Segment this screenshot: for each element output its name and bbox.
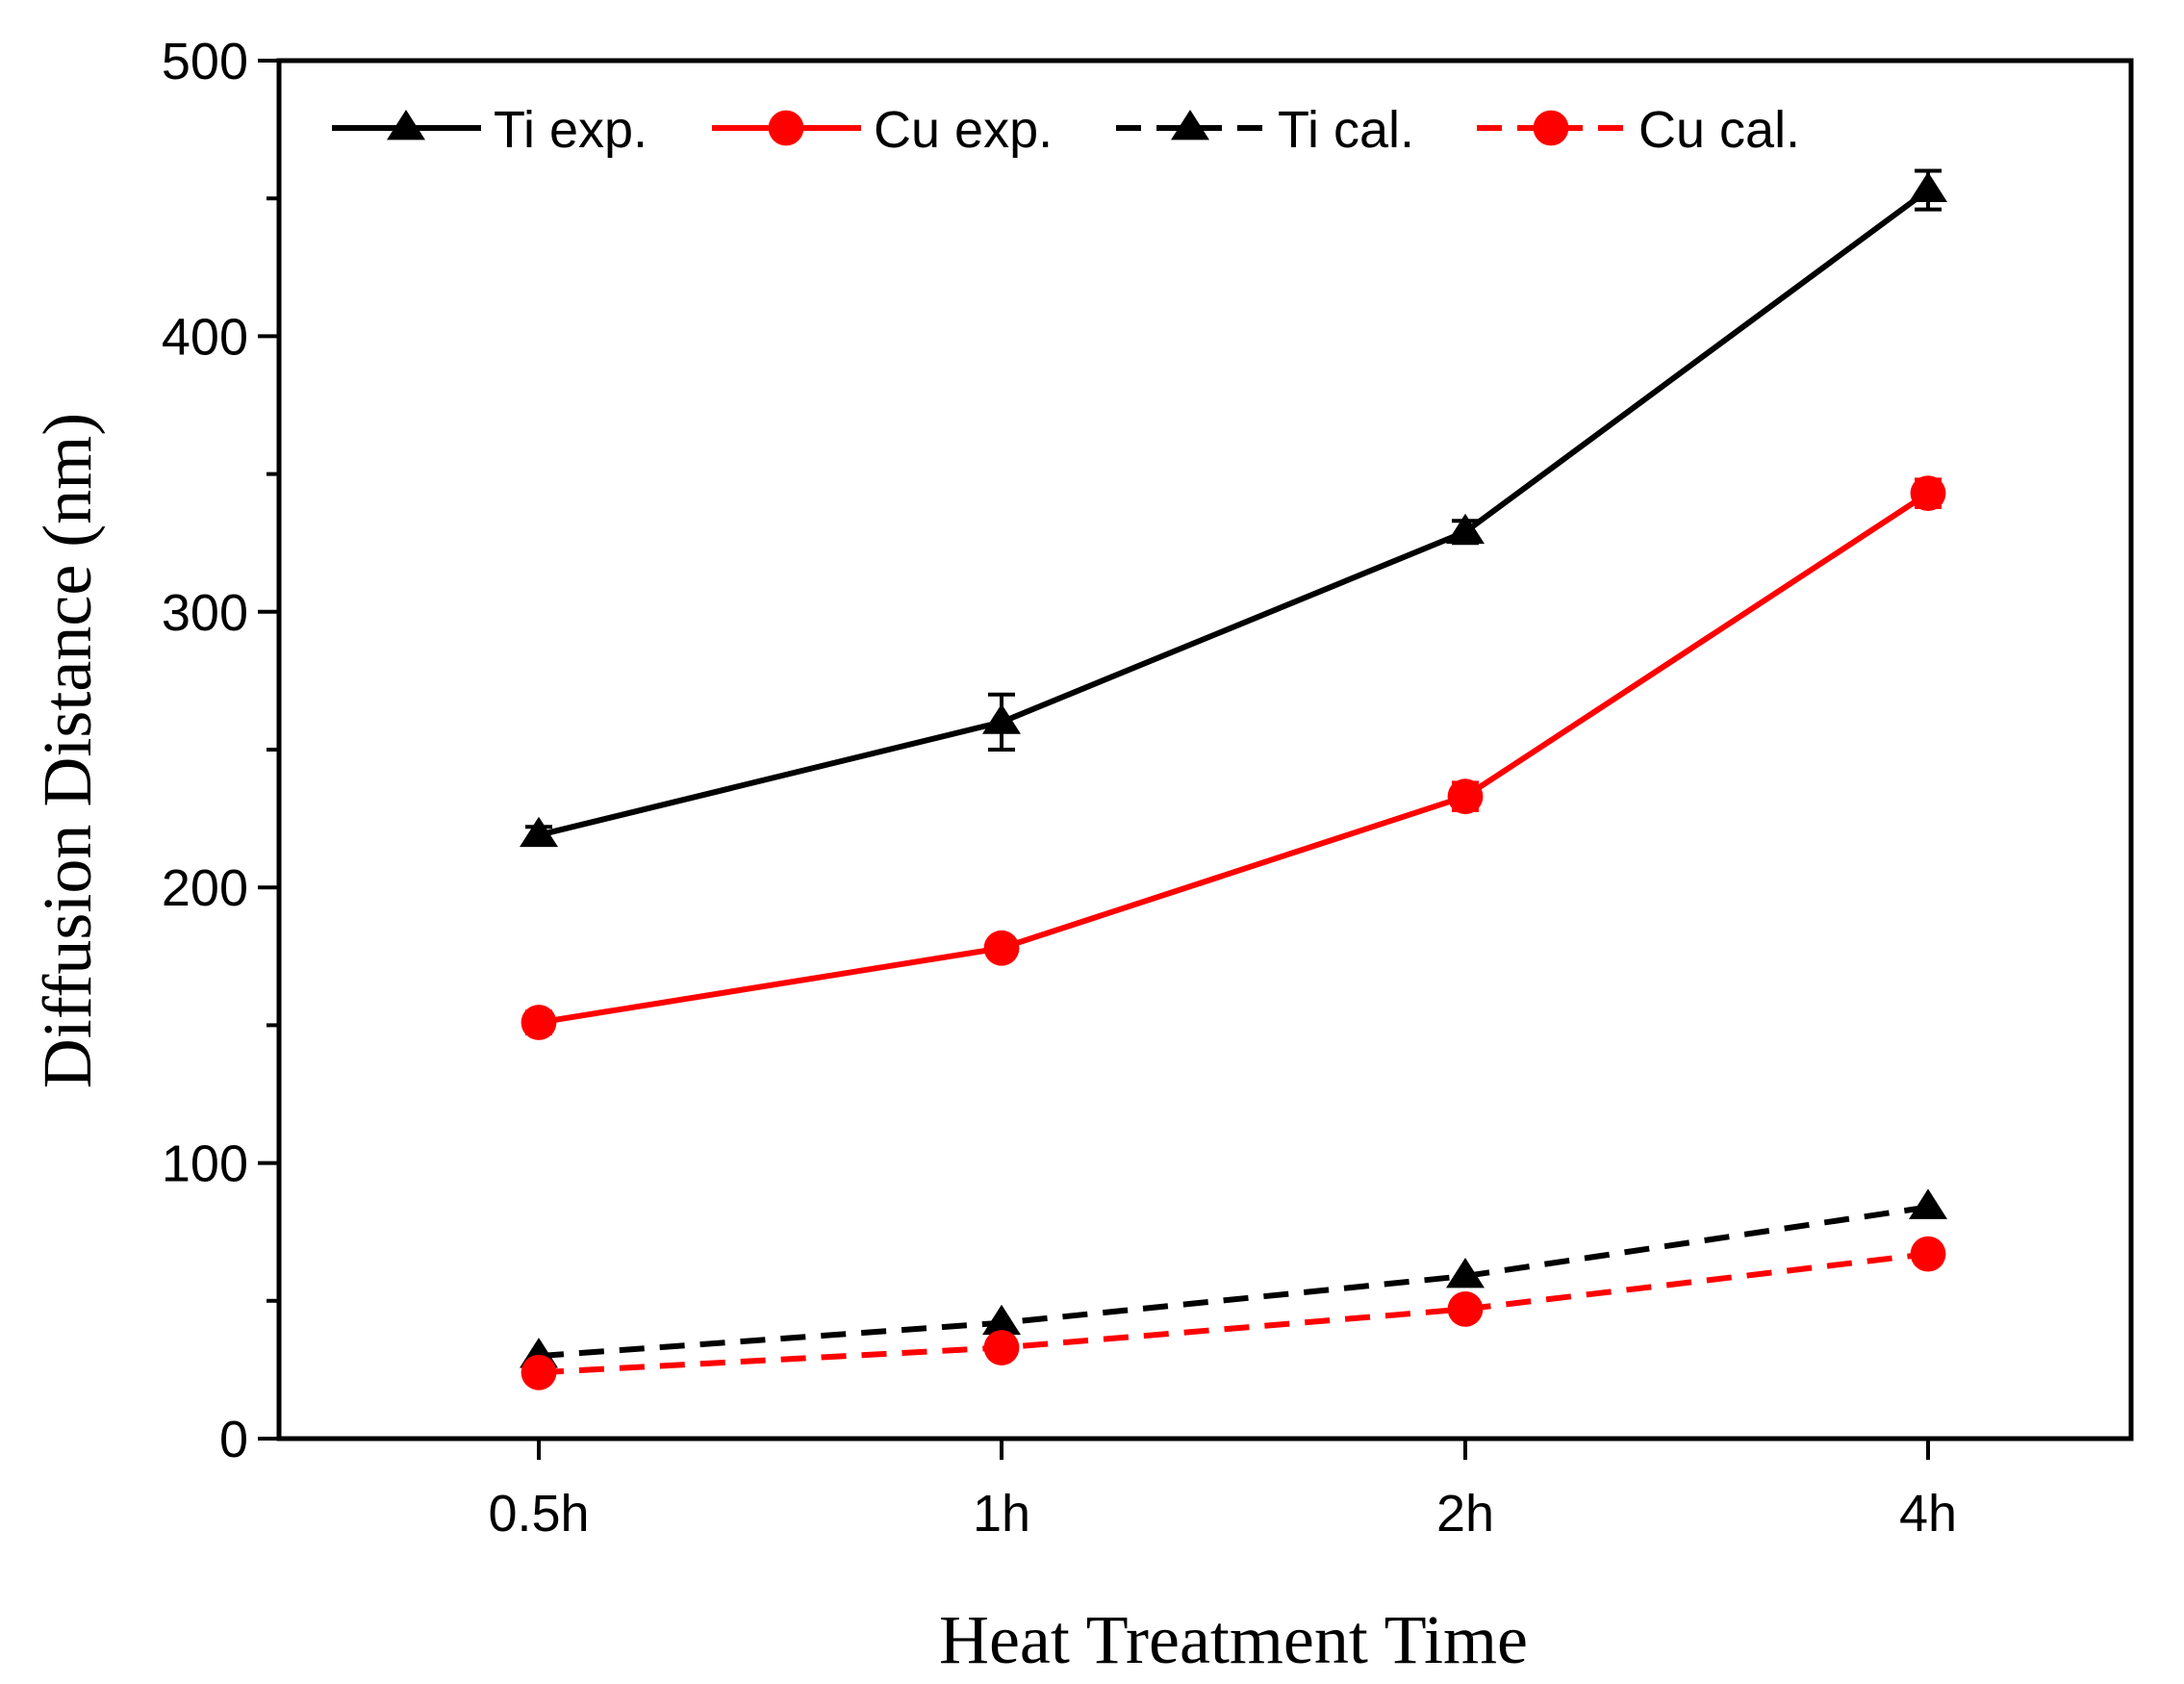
legend-item: Cu cal. bbox=[1477, 101, 1800, 159]
circle-marker bbox=[521, 1354, 557, 1391]
triangle-marker bbox=[1446, 513, 1485, 545]
circle-marker bbox=[1447, 1290, 1484, 1327]
series-line bbox=[538, 188, 1930, 838]
y-tick-label: 100 bbox=[162, 1135, 248, 1193]
legend-label: Cu exp. bbox=[874, 101, 1053, 159]
series-cu-cal- bbox=[521, 1236, 1946, 1391]
y-tick-label: 200 bbox=[162, 859, 248, 917]
series-layer bbox=[520, 168, 1947, 1391]
x-axis-title: Heat Treatment Time bbox=[939, 1601, 1528, 1678]
triangle-marker bbox=[520, 816, 558, 848]
circle-marker bbox=[768, 110, 804, 146]
legend-label: Cu cal. bbox=[1638, 101, 1800, 159]
triangle-marker bbox=[982, 703, 1021, 734]
legend-item: Cu exp. bbox=[712, 101, 1053, 159]
circle-marker bbox=[1910, 1236, 1946, 1272]
legend-item: Ti cal. bbox=[1116, 101, 1414, 159]
legend-label: Ti cal. bbox=[1278, 101, 1414, 159]
x-tick-label: 0.5h bbox=[488, 1485, 589, 1543]
triangle-marker bbox=[1909, 171, 1947, 203]
circle-marker bbox=[521, 1005, 557, 1040]
x-tick-label: 4h bbox=[1899, 1485, 1957, 1543]
circle-marker bbox=[1910, 475, 1946, 512]
y-axis-title: Diffusion Distance (nm) bbox=[29, 413, 106, 1089]
y-tick-label: 400 bbox=[162, 308, 248, 366]
circle-marker bbox=[1533, 110, 1569, 146]
y-tick-label: 0 bbox=[219, 1411, 248, 1468]
circle-marker bbox=[1447, 778, 1484, 815]
series-line bbox=[538, 491, 1930, 1026]
x-axis: 0.5h 1h 2h 4h bbox=[488, 1439, 1957, 1543]
series-line bbox=[538, 1251, 1929, 1376]
circle-marker bbox=[983, 930, 1020, 966]
triangle-marker bbox=[1446, 1258, 1485, 1289]
legend-label: Ti exp. bbox=[494, 101, 648, 159]
x-tick-label: 2h bbox=[1436, 1485, 1494, 1543]
legend: Ti exp. Cu exp. Ti cal. Cu cal. bbox=[332, 101, 1800, 159]
y-tick-label: 300 bbox=[162, 584, 248, 642]
triangle-marker bbox=[1909, 1188, 1947, 1219]
series-ti-exp- bbox=[520, 168, 1947, 848]
y-tick-label: 500 bbox=[162, 33, 248, 90]
series-ti-cal- bbox=[520, 1188, 1947, 1368]
circle-marker bbox=[983, 1330, 1020, 1365]
x-tick-label: 1h bbox=[973, 1485, 1030, 1543]
triangle-marker bbox=[982, 1304, 1021, 1336]
triangle-marker bbox=[1171, 110, 1209, 140]
series-cu-exp- bbox=[521, 475, 1946, 1040]
plot-frame bbox=[276, 58, 2134, 1442]
triangle-marker bbox=[387, 110, 425, 140]
series-line bbox=[538, 1204, 1929, 1360]
legend-item: Ti exp. bbox=[332, 101, 648, 159]
y-axis: 0 100 200 300 400 500 bbox=[162, 33, 279, 1468]
